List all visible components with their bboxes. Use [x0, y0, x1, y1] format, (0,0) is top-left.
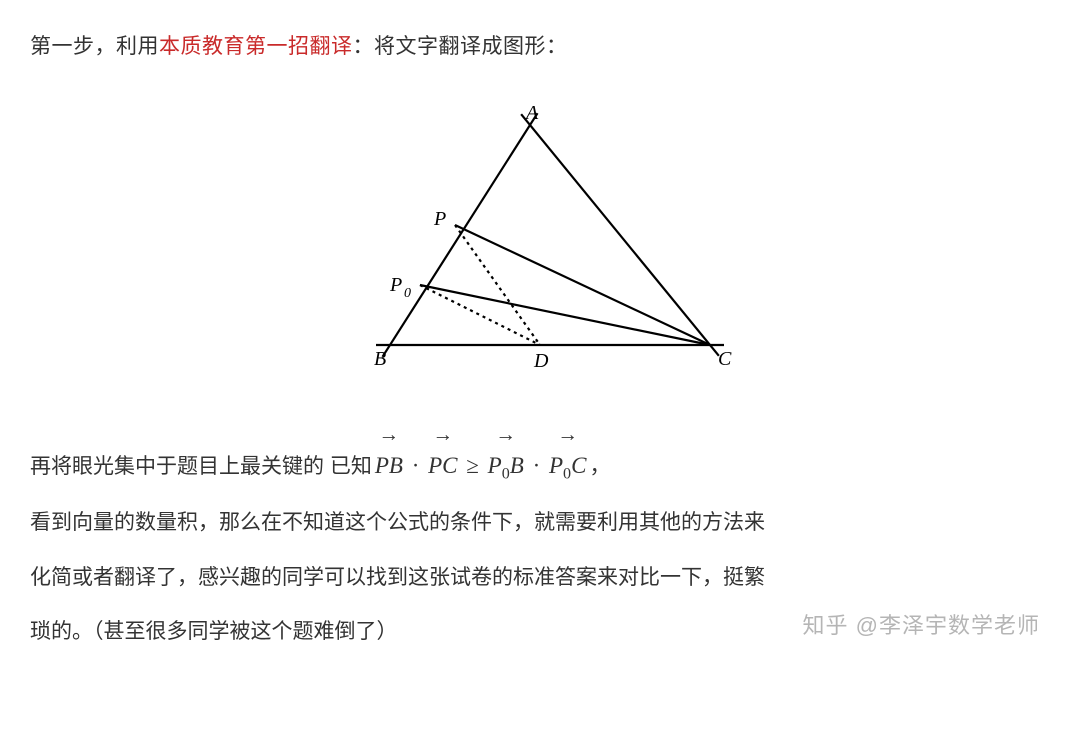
intro-suffix: ：将文字翻译成图形： [353, 35, 568, 58]
svg-text:B: B [374, 348, 386, 370]
intro-prefix: 第一步，利用 [30, 35, 159, 58]
vector-inequality: →PB · →PC ≥ →P0B · →P0C [372, 453, 590, 478]
svg-text:P: P [433, 208, 446, 230]
svg-text:P: P [389, 274, 402, 296]
para2-prefix: 再将眼光集中于题目上最关键的 已知 [30, 455, 372, 478]
geometry-svg: ABCPP0D [330, 105, 750, 385]
para-line-4: 化简或者翻译了，感兴趣的同学可以找到这张试卷的标准答案来对比一下，挺繁 [30, 551, 1050, 606]
svg-text:0: 0 [404, 286, 411, 301]
key-condition-line: 再将眼光集中于题目上最关键的 已知→PB · →PC ≥ →P0B · →P0C… [30, 436, 1050, 496]
svg-text:C: C [718, 348, 732, 370]
vec-pb: →PB [375, 436, 403, 496]
para-line-5: 琐的。（甚至很多同学被这个题难倒了） [30, 605, 1050, 660]
step-intro-line: 第一步，利用本质教育第一招翻译：将文字翻译成图形： [30, 20, 1050, 75]
intro-red: 本质教育第一招翻译 [159, 35, 353, 58]
vec-p0b: →P0B [488, 436, 524, 496]
svg-text:A: A [524, 105, 539, 124]
para-line-3: 看到向量的数量积，那么在不知道这个公式的条件下，就需要利用其他的方法来 [30, 496, 1050, 551]
triangle-diagram: ABCPP0D [30, 105, 1050, 407]
vec-pc: →PC [428, 436, 457, 496]
vec-p0c: →P0C [549, 436, 586, 496]
svg-text:D: D [533, 350, 549, 372]
